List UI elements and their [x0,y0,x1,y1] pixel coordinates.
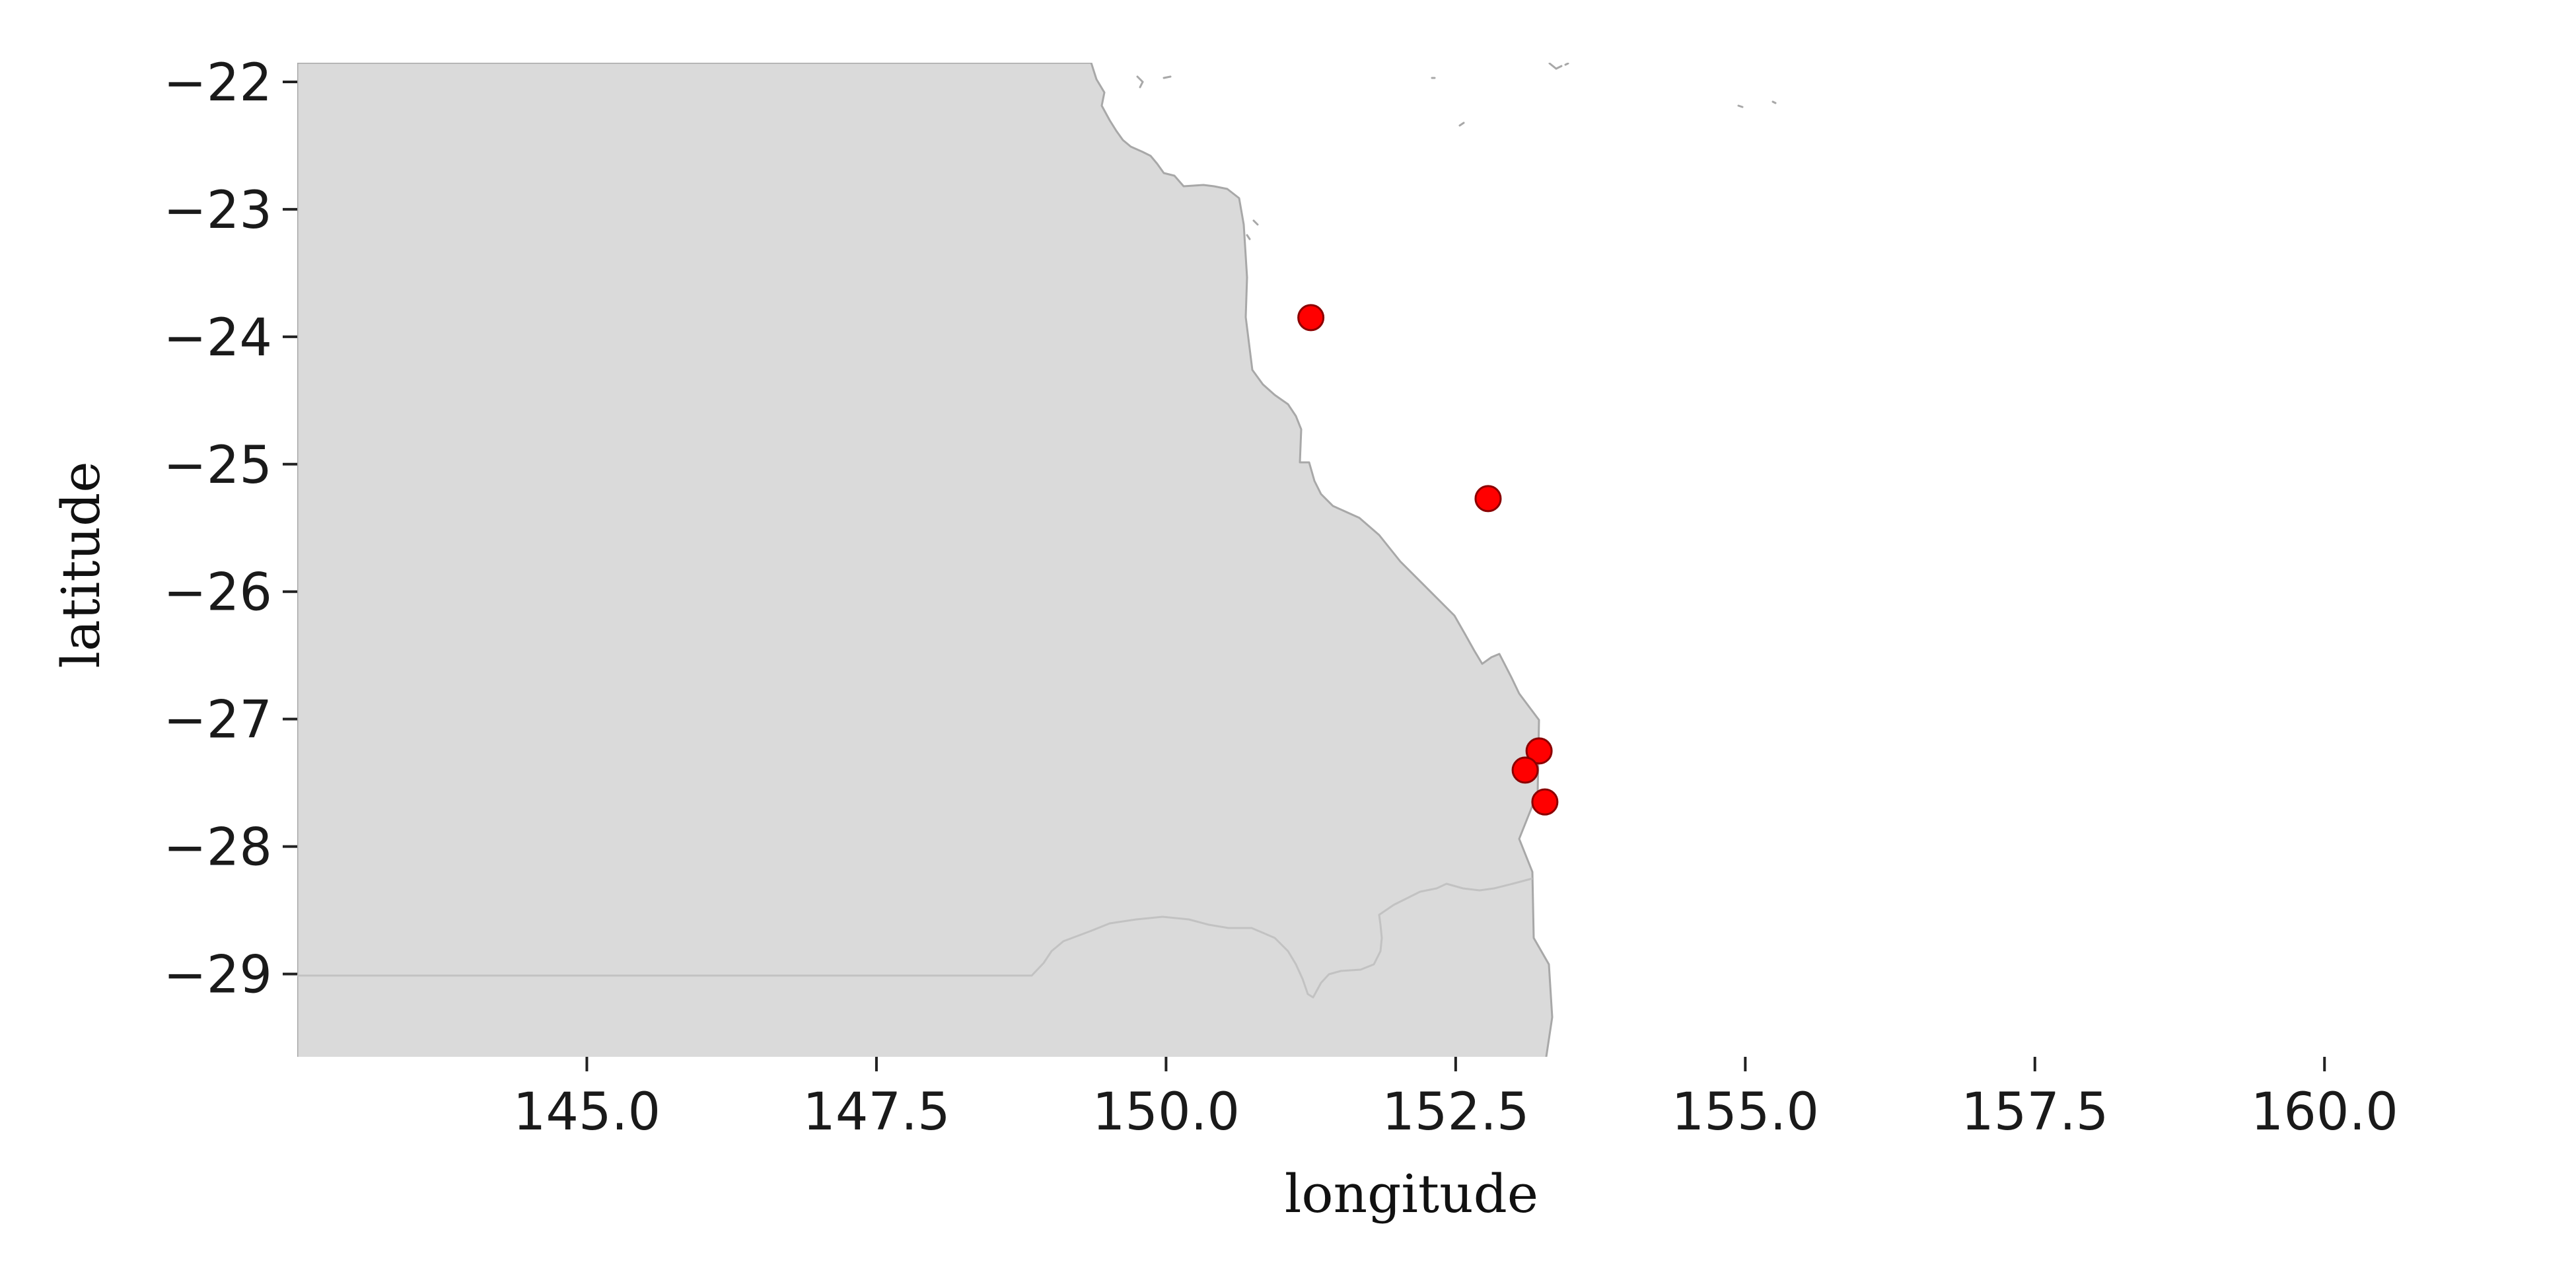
x-tick-label: 147.5 [803,1083,950,1142]
y-tick-label: −26 [163,563,272,623]
axes: 145.0 147.5 150.0 152.5 155.0 157.5 160.0 −22−… [50,54,2398,1225]
x-tick-label: 150.0 [1092,1083,1240,1142]
y-tick-label: −24 [163,308,272,368]
y-tick-label: −29 [163,946,272,1005]
x-tick-label: 155.0 [1672,1083,1819,1142]
island-outline [1564,63,1569,66]
y-axis-ticks: −22 −23 −24 −25 −26 −27 −28 −29 [163,54,297,1005]
y-tick-label: −23 [163,181,272,240]
y-tick-label: −28 [163,818,272,878]
site-marker-point[interactable] [1531,788,1559,816]
island-outline [1163,75,1172,79]
australia-landmass [297,63,1554,1057]
site-marker-point[interactable] [1474,485,1502,513]
island-outline [1737,104,1744,108]
state-border-line [297,877,1533,999]
island-outline [1548,63,1563,70]
site-marker-point[interactable] [1297,304,1325,332]
y-axis-title: latitude [50,461,112,668]
island-outline [1771,100,1777,104]
x-axis-ticks: 145.0 147.5 150.0 152.5 155.0 157.5 160.0 [513,1057,2398,1142]
site-markers [1297,304,1559,816]
island-outline [1458,122,1465,127]
x-axis-title: longitude [1285,1163,1538,1225]
site-marker-point[interactable] [1511,756,1539,784]
x-tick-label: 157.5 [1961,1083,2108,1142]
x-tick-label: 145.0 [513,1083,661,1142]
y-tick-label: −25 [163,436,272,495]
island-outline [1246,234,1251,240]
y-tick-label: −22 [163,54,272,113]
land-basemap [297,63,1777,1057]
x-tick-label: 152.5 [1382,1083,1529,1142]
x-tick-label: 160.0 [2251,1083,2398,1142]
y-tick-label: −27 [163,691,272,750]
island-outline [1252,219,1259,226]
site-marker-point[interactable] [1525,737,1553,765]
island-outline [1136,75,1144,89]
